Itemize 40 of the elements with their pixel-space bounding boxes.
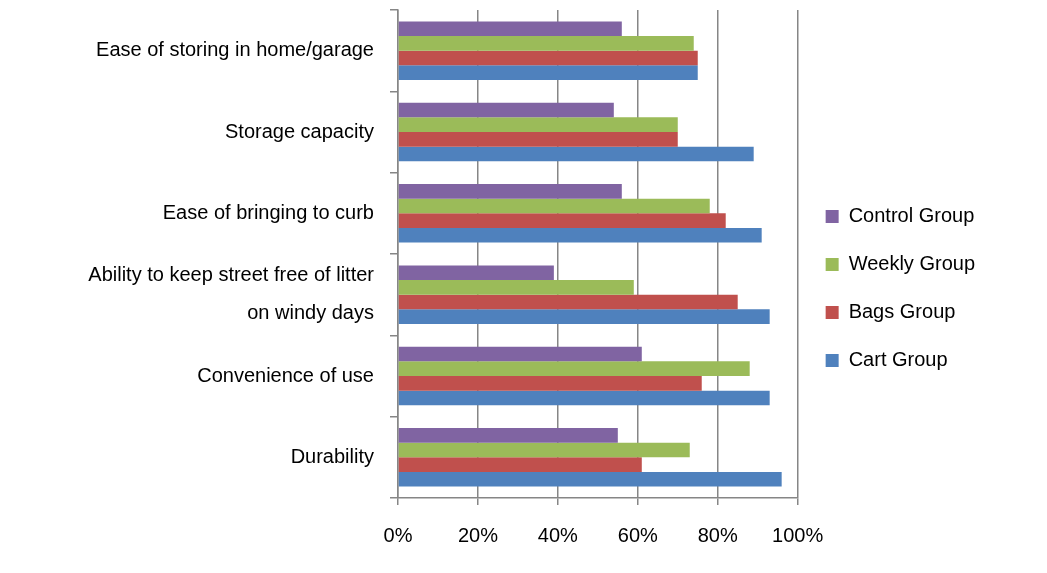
bar	[398, 117, 678, 132]
bar	[398, 265, 554, 281]
y-tick-label: Convenience of use	[197, 363, 374, 386]
bar	[398, 361, 750, 376]
bar	[398, 390, 770, 406]
y-tick-label: Ease of storing in home/garage	[96, 38, 374, 61]
x-tick-label: 0%	[383, 523, 413, 546]
legend-label: Control Group	[848, 204, 975, 227]
bar	[398, 102, 614, 118]
x-tick-label: 20%	[457, 523, 499, 546]
bar	[398, 36, 694, 51]
bar	[398, 471, 782, 487]
bar	[398, 227, 762, 243]
x-tick-label: 40%	[537, 523, 579, 546]
y-tick-label: Durability	[290, 444, 374, 467]
y-tick-label: Ability to keep street free of litter on windy days	[88, 263, 375, 324]
bar	[398, 50, 698, 66]
x-tick-label: 60%	[617, 523, 659, 546]
bar	[398, 346, 642, 362]
bar	[398, 280, 634, 295]
bar	[398, 65, 698, 80]
bar	[398, 213, 726, 228]
bar	[398, 146, 754, 162]
bar	[398, 309, 770, 324]
bar	[398, 21, 622, 37]
y-tick-label: Storage capacity	[225, 119, 374, 142]
bar	[398, 442, 690, 458]
legend-label: Cart Group	[848, 348, 948, 371]
bar	[398, 198, 710, 214]
bar	[398, 376, 702, 391]
bar	[398, 184, 622, 199]
x-tick-label: 80%	[697, 523, 738, 546]
bar	[398, 457, 642, 472]
bar	[398, 294, 738, 310]
bar	[398, 132, 678, 147]
legend-label: Bags Group	[848, 300, 956, 323]
legend-label: Weekly Group	[848, 252, 976, 275]
bar	[398, 428, 618, 443]
y-tick-label: Ease of bringing to curb	[162, 200, 374, 223]
x-tick-label: 100%	[772, 523, 824, 546]
